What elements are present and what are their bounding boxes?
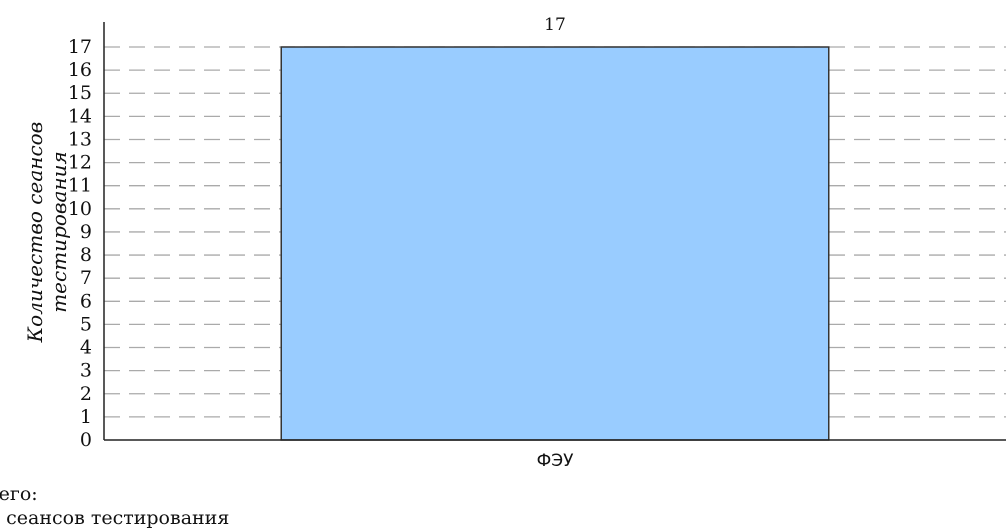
y-tick-label: 6 — [80, 290, 92, 312]
data-labels: 17 — [544, 15, 566, 35]
y-tick-label: 5 — [80, 313, 92, 335]
y-tick-label: 0 — [80, 429, 92, 451]
axes — [103, 22, 1006, 441]
summary-line-1: сего: — [0, 483, 38, 505]
summary-text: сего: 7 сеансов тестирования — [0, 482, 229, 530]
y-tick-label: 4 — [80, 337, 92, 359]
bar — [280, 46, 830, 441]
y-tick-label: 17 — [68, 36, 92, 58]
y-axis-title: Количество сеансов тестирования — [23, 122, 71, 344]
y-tick-label: 13 — [68, 128, 92, 150]
y-tick-label: 1 — [80, 406, 92, 428]
y-tick-label: 9 — [80, 221, 92, 243]
y-tick-label: 3 — [80, 360, 92, 382]
category-labels: ФЭУ — [537, 451, 575, 471]
y-tick-label: 15 — [68, 82, 92, 104]
y-tick-label: 16 — [68, 59, 92, 81]
y-tick-label: 11 — [68, 175, 92, 197]
summary-line-2: 7 сеансов тестирования — [0, 507, 230, 529]
y-tick-label: 7 — [80, 267, 92, 289]
bar-data-label: 17 — [544, 15, 566, 35]
y-tick-label: 12 — [68, 152, 92, 174]
x-category-label: ФЭУ — [537, 451, 575, 471]
y-tick-label: 8 — [80, 244, 92, 266]
y-axis-title-line-1: Количество сеансов — [23, 122, 47, 344]
bars — [280, 46, 830, 441]
y-tick-label: 2 — [80, 383, 92, 405]
y-tick-label: 14 — [68, 105, 92, 127]
y-tick-label: 10 — [68, 198, 92, 220]
y-axis-title-line-2: тестирования — [47, 151, 71, 313]
